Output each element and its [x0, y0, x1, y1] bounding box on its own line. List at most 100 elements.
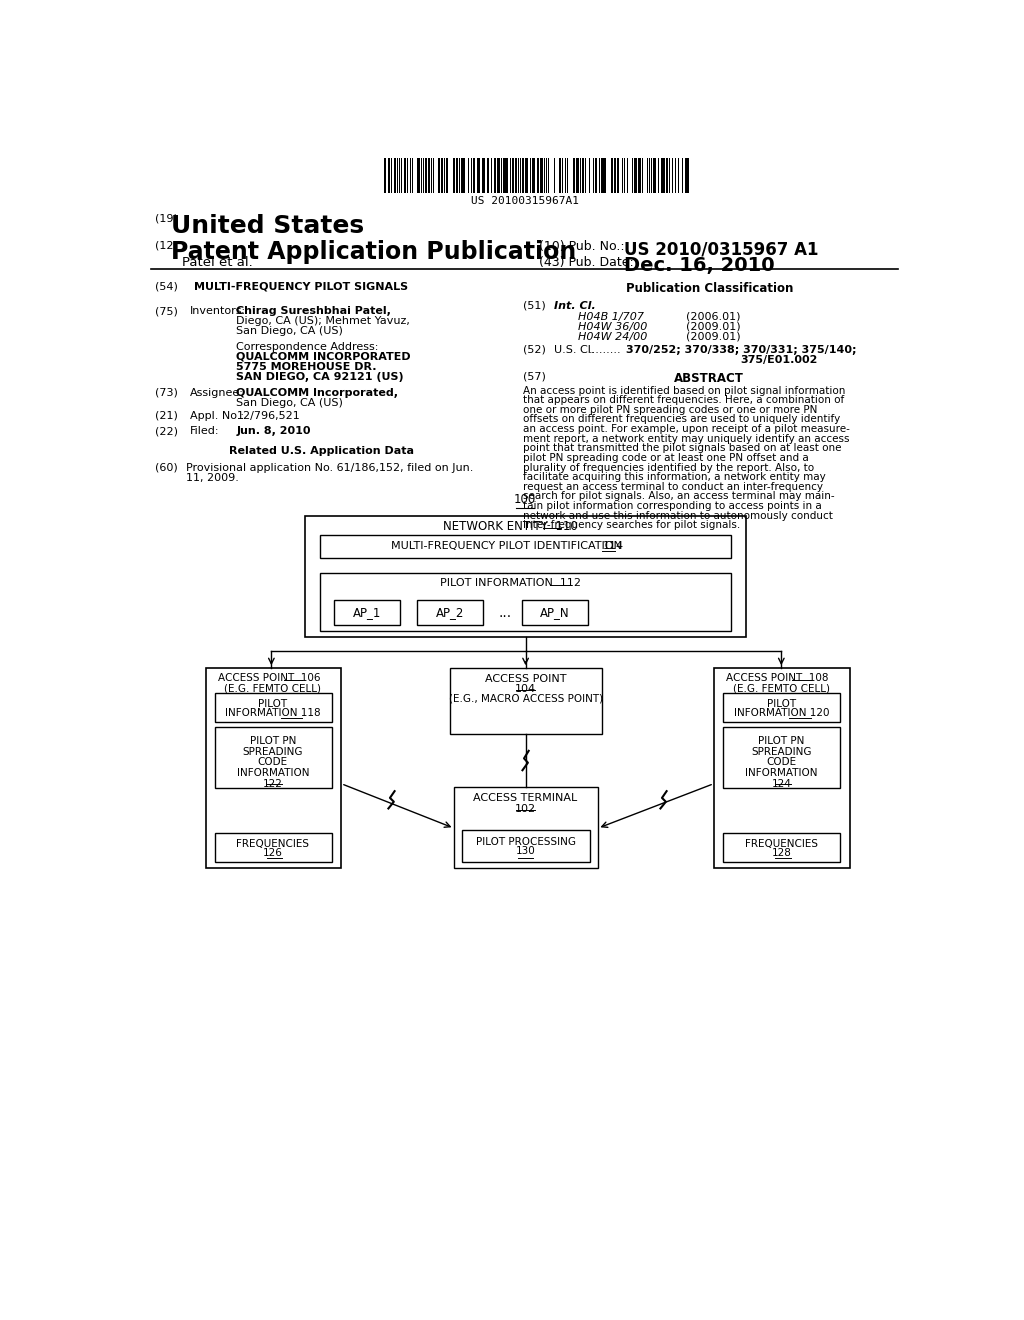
Text: (51): (51)	[523, 301, 546, 310]
Text: Diego, CA (US); Mehmet Yavuz,: Diego, CA (US); Mehmet Yavuz,	[237, 317, 411, 326]
Bar	[506, 153, 508, 193]
Text: (22): (22)	[155, 426, 178, 437]
Text: 104: 104	[515, 684, 537, 694]
Text: US 20100315967A1: US 20100315967A1	[471, 197, 579, 206]
Bar	[428, 153, 430, 193]
Text: San Diego, CA (US): San Diego, CA (US)	[237, 397, 343, 408]
Text: QUALCOMM INCORPORATED: QUALCOMM INCORPORATED	[237, 351, 411, 362]
Text: search for pilot signals. Also, an access terminal may main-: search for pilot signals. Also, an acces…	[523, 491, 835, 502]
Text: request an access terminal to conduct an inter-frequency: request an access terminal to conduct an…	[523, 482, 823, 492]
Bar	[305, 516, 746, 638]
Bar	[482, 153, 484, 193]
Text: 12/796,521: 12/796,521	[237, 411, 300, 421]
Text: (57): (57)	[523, 372, 546, 381]
Text: Int. Cl.: Int. Cl.	[554, 301, 596, 310]
Text: FREQUENCIES: FREQUENCIES	[237, 838, 309, 849]
Text: AP_2: AP_2	[435, 606, 464, 619]
Text: CODE: CODE	[766, 758, 797, 767]
Text: plurality of frequencies identified by the report. Also, to: plurality of frequencies identified by t…	[523, 462, 814, 473]
Text: SAN DIEGO, CA 92121 (US): SAN DIEGO, CA 92121 (US)	[237, 372, 404, 381]
Text: ACCESS POINT  106: ACCESS POINT 106	[218, 673, 321, 682]
Text: Inventors:: Inventors:	[190, 306, 246, 317]
Text: FREQUENCIES: FREQUENCIES	[744, 838, 818, 849]
Text: pilot PN spreading code or at least one PN offset and a: pilot PN spreading code or at least one …	[523, 453, 809, 463]
Bar	[417, 601, 483, 626]
Text: Dec. 16, 2010: Dec. 16, 2010	[624, 256, 774, 275]
Bar	[617, 153, 620, 193]
Bar	[538, 153, 539, 193]
Bar	[215, 833, 332, 862]
Text: PILOT: PILOT	[767, 698, 796, 709]
Bar	[518, 153, 519, 193]
Text: INFORMATION 118: INFORMATION 118	[225, 708, 321, 718]
Text: .........: .........	[589, 345, 622, 355]
Bar	[462, 830, 590, 862]
Text: (21): (21)	[155, 411, 178, 421]
Text: U.S. Cl.: U.S. Cl.	[554, 345, 595, 355]
Bar	[456, 153, 458, 193]
Text: (E.G. FEMTO CELL): (E.G. FEMTO CELL)	[224, 684, 322, 693]
Bar	[526, 153, 528, 193]
Text: AP_1: AP_1	[352, 606, 381, 619]
Text: an access point. For example, upon receipt of a pilot measure-: an access point. For example, upon recei…	[523, 424, 850, 434]
Bar	[438, 153, 440, 193]
Bar	[397, 153, 398, 193]
Bar	[634, 153, 636, 193]
Text: facilitate acquiring this information, a network entity may: facilitate acquiring this information, a…	[523, 473, 826, 482]
Bar	[388, 153, 390, 193]
Text: (2009.01): (2009.01)	[686, 322, 740, 331]
Text: one or more pilot PN spreading codes or one or more PN: one or more pilot PN spreading codes or …	[523, 405, 817, 414]
Bar	[478, 153, 480, 193]
Text: MULTI-FREQUENCY PILOT SIGNALS: MULTI-FREQUENCY PILOT SIGNALS	[194, 281, 408, 292]
Bar	[451, 668, 601, 734]
Bar	[394, 153, 396, 193]
Text: 114: 114	[603, 541, 625, 550]
Text: Jun. 8, 2010: Jun. 8, 2010	[237, 426, 311, 437]
Bar	[685, 153, 687, 193]
Text: ACCESS POINT  108: ACCESS POINT 108	[726, 673, 828, 682]
Text: 5775 MOREHOUSE DR.: 5775 MOREHOUSE DR.	[237, 362, 377, 372]
Text: PILOT PN: PILOT PN	[758, 737, 805, 746]
Text: (10) Pub. No.:: (10) Pub. No.:	[539, 240, 625, 253]
Text: US 2010/0315967 A1: US 2010/0315967 A1	[624, 240, 818, 257]
Text: that appears on different frequencies. Here, a combination of: that appears on different frequencies. H…	[523, 395, 845, 405]
Bar	[455, 788, 598, 869]
Text: AP_N: AP_N	[540, 606, 569, 619]
Bar	[602, 153, 604, 193]
Bar	[445, 153, 449, 193]
Bar	[653, 153, 655, 193]
Text: SPREADING: SPREADING	[243, 747, 303, 756]
Text: 122: 122	[263, 779, 283, 789]
Text: ACCESS POINT: ACCESS POINT	[484, 673, 566, 684]
Text: Appl. No.:: Appl. No.:	[190, 411, 244, 421]
Bar	[580, 153, 582, 193]
Text: (2009.01): (2009.01)	[686, 331, 740, 342]
Text: 126: 126	[263, 847, 283, 858]
Text: MULTI-FREQUENCY PILOT IDENTIFICATION: MULTI-FREQUENCY PILOT IDENTIFICATION	[391, 541, 622, 550]
Text: 128: 128	[771, 847, 792, 858]
Text: Provisional application No. 61/186,152, filed on Jun.: Provisional application No. 61/186,152, …	[186, 462, 473, 473]
Text: (19): (19)	[155, 214, 178, 224]
Text: 124: 124	[771, 779, 792, 789]
Bar	[417, 153, 419, 193]
Text: Publication Classification: Publication Classification	[626, 281, 793, 294]
Text: 375/E01.002: 375/E01.002	[740, 355, 817, 364]
Bar	[521, 601, 588, 626]
Text: (54): (54)	[155, 281, 178, 292]
Text: PILOT PROCESSING: PILOT PROCESSING	[475, 837, 575, 847]
Bar	[622, 153, 624, 193]
Text: Patent Application Publication: Patent Application Publication	[171, 240, 577, 264]
Text: PILOT: PILOT	[258, 698, 288, 709]
Text: SPREADING: SPREADING	[751, 747, 812, 756]
Text: Related U.S. Application Data: Related U.S. Application Data	[229, 446, 415, 455]
Text: point that transmitted the pilot signals based on at least one: point that transmitted the pilot signals…	[523, 444, 842, 453]
Bar	[499, 153, 500, 193]
Text: INFORMATION 120: INFORMATION 120	[733, 708, 829, 718]
Bar	[723, 833, 841, 862]
Text: (60): (60)	[155, 462, 178, 473]
Text: ABSTRACT: ABSTRACT	[675, 372, 744, 384]
Text: PILOT INFORMATION  112: PILOT INFORMATION 112	[439, 578, 581, 587]
Bar	[206, 668, 341, 869]
Bar	[521, 153, 524, 193]
Text: network and use this information to autonomously conduct: network and use this information to auto…	[523, 511, 834, 520]
